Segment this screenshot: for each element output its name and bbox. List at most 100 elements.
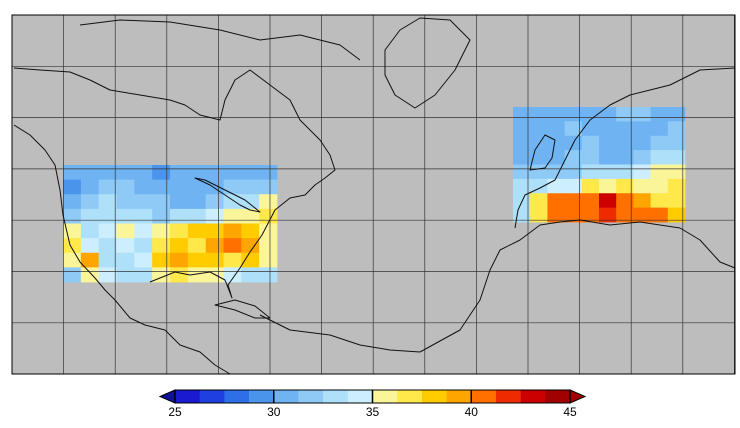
grid-cell xyxy=(616,150,634,165)
grid-cell xyxy=(187,238,207,254)
grid-cell xyxy=(581,150,600,165)
grid-cell xyxy=(223,267,242,283)
grid-cell xyxy=(633,135,651,151)
grid-cell xyxy=(134,267,153,283)
grid-cell xyxy=(63,194,82,210)
grid-cell xyxy=(63,208,82,224)
grid-cell xyxy=(650,121,669,137)
grid-cell xyxy=(98,208,117,224)
grid-cell xyxy=(170,165,189,181)
grid-cell xyxy=(650,150,669,165)
grid-cell xyxy=(98,252,117,268)
grid-cell xyxy=(633,164,651,180)
grid-cell xyxy=(134,238,153,254)
colorbar-segment xyxy=(175,390,200,403)
grid-cell xyxy=(616,135,634,151)
grid-cell xyxy=(152,179,171,195)
colorbar-segment xyxy=(545,390,571,403)
grid-cell xyxy=(80,252,100,268)
grid-cell xyxy=(134,179,153,195)
grid-cell xyxy=(530,107,548,122)
grid-cell xyxy=(116,223,135,239)
coastline xyxy=(514,67,736,229)
grid-cell xyxy=(98,223,117,239)
grid-cell xyxy=(667,121,686,137)
grid-cell xyxy=(187,165,207,181)
grid-cell xyxy=(564,164,583,180)
grid-cell xyxy=(187,252,207,268)
grid-cell xyxy=(98,194,117,210)
grid-cell xyxy=(564,107,583,122)
grid-cell xyxy=(530,207,548,223)
grid-cell xyxy=(80,267,100,283)
grid-cell xyxy=(616,107,634,122)
grid-cell xyxy=(134,165,153,181)
grid-cell xyxy=(564,121,583,137)
grid-cell xyxy=(259,179,278,195)
coastline xyxy=(529,134,556,171)
grid-cell xyxy=(241,165,260,181)
grid-cell xyxy=(241,252,260,268)
colorbar-segment xyxy=(446,390,472,403)
grid-cell xyxy=(152,223,171,239)
grid-cell xyxy=(134,223,153,239)
grid-cell xyxy=(581,164,600,180)
grid-cell xyxy=(116,165,135,181)
colorbar: 25 30 35 40 45 xyxy=(158,389,587,419)
grid-cell xyxy=(116,194,135,210)
grid-cell xyxy=(513,135,531,151)
grid-cell xyxy=(116,252,135,268)
colorbar-segment xyxy=(323,390,349,403)
coastline xyxy=(384,17,471,109)
grid-cell xyxy=(223,208,242,224)
coastlines xyxy=(13,17,736,375)
grid-cell xyxy=(63,179,82,195)
grid-cell xyxy=(513,164,531,180)
grid-cell xyxy=(241,179,260,195)
grid-cell xyxy=(530,150,548,165)
grid-cell xyxy=(170,267,189,283)
grid-cell xyxy=(80,208,100,224)
grid-cell xyxy=(530,193,548,209)
grid-cell xyxy=(599,135,617,151)
grid-cell xyxy=(259,267,278,283)
grid-cell xyxy=(616,121,634,137)
grid-cell xyxy=(599,121,617,137)
colorbar-segment xyxy=(224,390,250,403)
grid-cell xyxy=(80,179,100,195)
grid-cell xyxy=(633,107,651,122)
grid-cell xyxy=(581,107,600,122)
grid-cell xyxy=(241,194,260,210)
grid-cell xyxy=(134,194,153,210)
grid-cell xyxy=(547,135,565,151)
grid-cell xyxy=(116,267,135,283)
grid-cell xyxy=(599,150,617,165)
grid-cell xyxy=(63,165,82,181)
grid-cell xyxy=(80,194,100,210)
grid-cell xyxy=(98,179,117,195)
grid-cell xyxy=(205,165,224,181)
grid-cell xyxy=(223,179,242,195)
data-grid xyxy=(63,107,686,283)
grid-cell xyxy=(152,238,171,254)
grid-cell xyxy=(650,178,669,194)
grid-cell xyxy=(650,107,669,122)
grid-cell xyxy=(530,178,548,194)
grid-cell xyxy=(98,165,117,181)
grid-cell xyxy=(152,194,171,210)
grid-cell xyxy=(530,121,548,137)
grid-cell xyxy=(223,223,242,239)
grid-cell xyxy=(152,165,171,181)
grid-cell xyxy=(80,223,100,239)
colorbar-over-arrow xyxy=(569,389,587,404)
grid-cell xyxy=(650,193,669,209)
grid-cell xyxy=(241,238,260,254)
colorbar-segment xyxy=(397,390,423,403)
grid-cell xyxy=(241,267,260,283)
colorbar-segment xyxy=(520,390,546,403)
grid-cell xyxy=(599,193,617,209)
coastline xyxy=(419,219,736,353)
grid-cell xyxy=(547,193,565,209)
grid-cell xyxy=(616,193,634,209)
